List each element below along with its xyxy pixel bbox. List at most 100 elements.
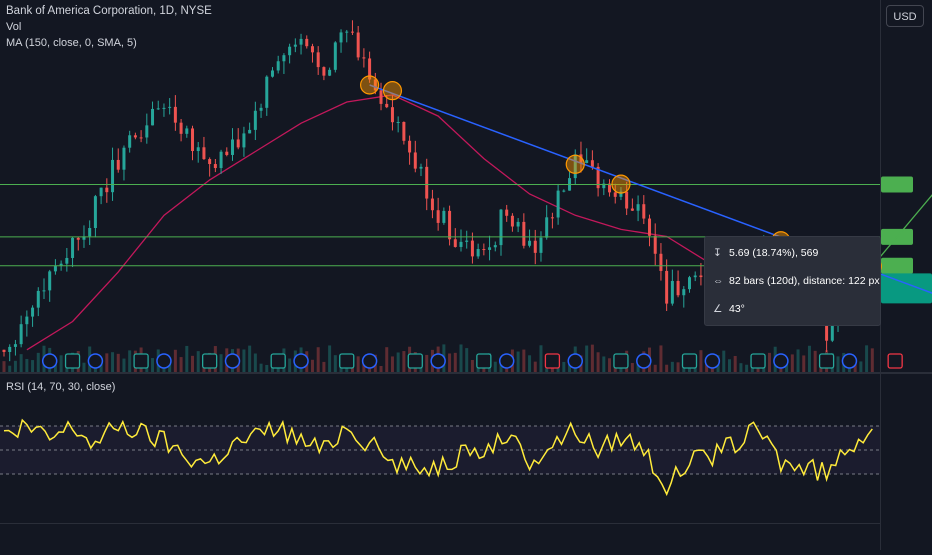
volume-bar [733,356,737,372]
volume-bar [31,360,35,372]
candle-body [31,307,35,317]
candle-body [608,183,612,193]
candle-body [528,240,532,246]
candle-body [368,58,372,80]
volume-bar [699,350,703,372]
candle-body [19,324,23,345]
candle-body [350,31,354,33]
candle-body [128,135,132,148]
dividend-marker [361,353,378,369]
candle-body [465,240,469,242]
candle-body [699,275,703,278]
candle-body [253,110,257,130]
candle-body [219,151,223,169]
candle-body [573,154,577,179]
candle-body [653,235,657,254]
volume-bar [425,354,429,372]
candle-body [282,55,286,62]
rsi-legend[interactable]: RSI (14, 70, 30, close) [6,381,116,393]
volume-bar [836,356,840,372]
volume-bar [25,358,29,372]
candle-body [270,70,274,77]
candle-body [499,209,503,246]
candle-body [648,218,652,236]
dividend-marker [773,353,789,369]
volume-bar [739,363,743,372]
descending-trendline [369,84,932,294]
measure-price-change: 5.69 (18.74%), 569 [729,247,819,259]
volume-bar [585,345,589,372]
candle-body [305,38,309,47]
volume-bar [362,363,366,372]
candle-body [585,160,589,164]
earnings-marker [270,353,286,369]
current-price-tag-bg [881,273,932,304]
currency-button[interactable]: USD [886,5,924,27]
candle-body [522,221,526,246]
candle-body [196,147,200,152]
touch-point-marker [565,154,585,174]
volume-bar [105,353,109,372]
volume-bar [328,345,332,372]
volume-bar [796,349,800,372]
candle-body [453,239,457,247]
candle-body [276,61,280,71]
price-level-tag-bg [881,257,913,274]
candle-body [533,240,537,253]
ma-legend[interactable]: MA (150, close, 0, SMA, 5) [6,37,137,49]
candle-body [442,210,446,223]
candle-body [48,271,52,291]
candle-body [539,237,543,253]
candle-body [173,106,177,123]
volume-bar [13,360,17,372]
candle-body [556,190,560,218]
volume-bar [402,351,406,372]
earnings-marker [613,353,629,369]
volume-bar [790,354,794,372]
candle-body [213,164,217,169]
candle-body [493,245,497,248]
volume-bar [53,364,57,372]
volume-bar [807,345,811,372]
candle-body [436,210,440,223]
candle-body [476,249,480,257]
candle-body [42,290,46,292]
candle-body [362,57,366,59]
candle-body [99,187,103,197]
touch-point-marker [360,75,380,95]
volume-bar [168,361,172,372]
volume-bar [390,356,394,372]
candle-body [596,166,600,189]
candle-body [482,249,486,251]
touch-point-marker [382,81,403,101]
candle-body [248,129,252,134]
volume-bar [568,362,572,372]
candle-body [76,237,80,240]
volume-bar [870,348,874,372]
volume-bar [859,361,863,372]
candle-body [688,277,691,290]
candle-body [590,160,594,167]
volume-bar [310,359,314,372]
volume-bar [179,357,183,372]
measure-bars-row: ⇔ 82 bars (120d), distance: 122 px [713,273,880,289]
candle-body [333,42,337,70]
volume-bar [248,345,252,372]
earnings-marker [476,353,492,369]
dividend-marker [224,353,241,369]
chart-title[interactable]: Bank of America Corporation, 1D, NYSE [6,5,212,17]
time-range-icon: ⇔ [713,275,724,287]
volume-bar [813,350,817,372]
volume-bar [82,362,86,372]
volume-bar [379,365,383,372]
candle-body [208,159,212,165]
candle-body [328,69,332,76]
price-level-tag-bg [881,176,913,193]
candle-body [93,196,97,229]
volume-legend[interactable]: Vol [6,21,22,33]
candle-body [53,266,57,272]
volume-bar [288,358,292,372]
candle-body [516,221,520,227]
